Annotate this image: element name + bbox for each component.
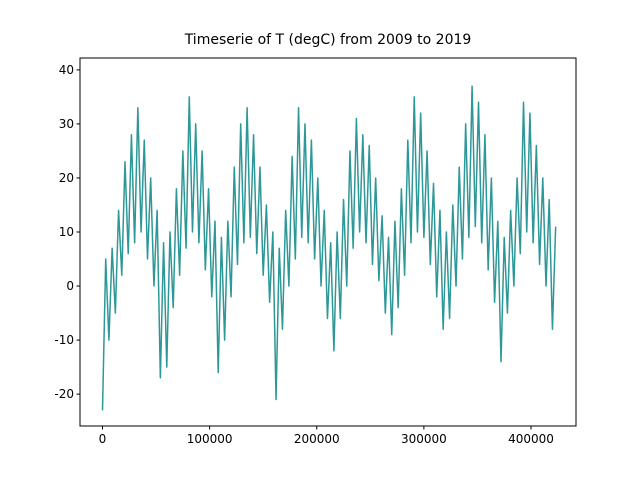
y-tick-label: 30 [59,117,74,131]
x-tick-label: 200000 [294,432,340,446]
x-tick-label: 300000 [401,432,447,446]
y-tick-label: 40 [59,63,74,77]
x-tick-label: 400000 [508,432,554,446]
y-tick-label: 20 [59,171,74,185]
x-tick-label: 100000 [187,432,233,446]
y-tick-label: 10 [59,225,74,239]
plot-frame [79,57,577,427]
y-tick-label: -20 [54,387,74,401]
data-line [101,85,557,411]
y-tick-label: 0 [66,279,74,293]
chart-title: Timeserie of T (degC) from 2009 to 2019 [184,32,472,48]
y-tick-label: -10 [54,333,74,347]
x-tick-label: 0 [99,432,107,446]
